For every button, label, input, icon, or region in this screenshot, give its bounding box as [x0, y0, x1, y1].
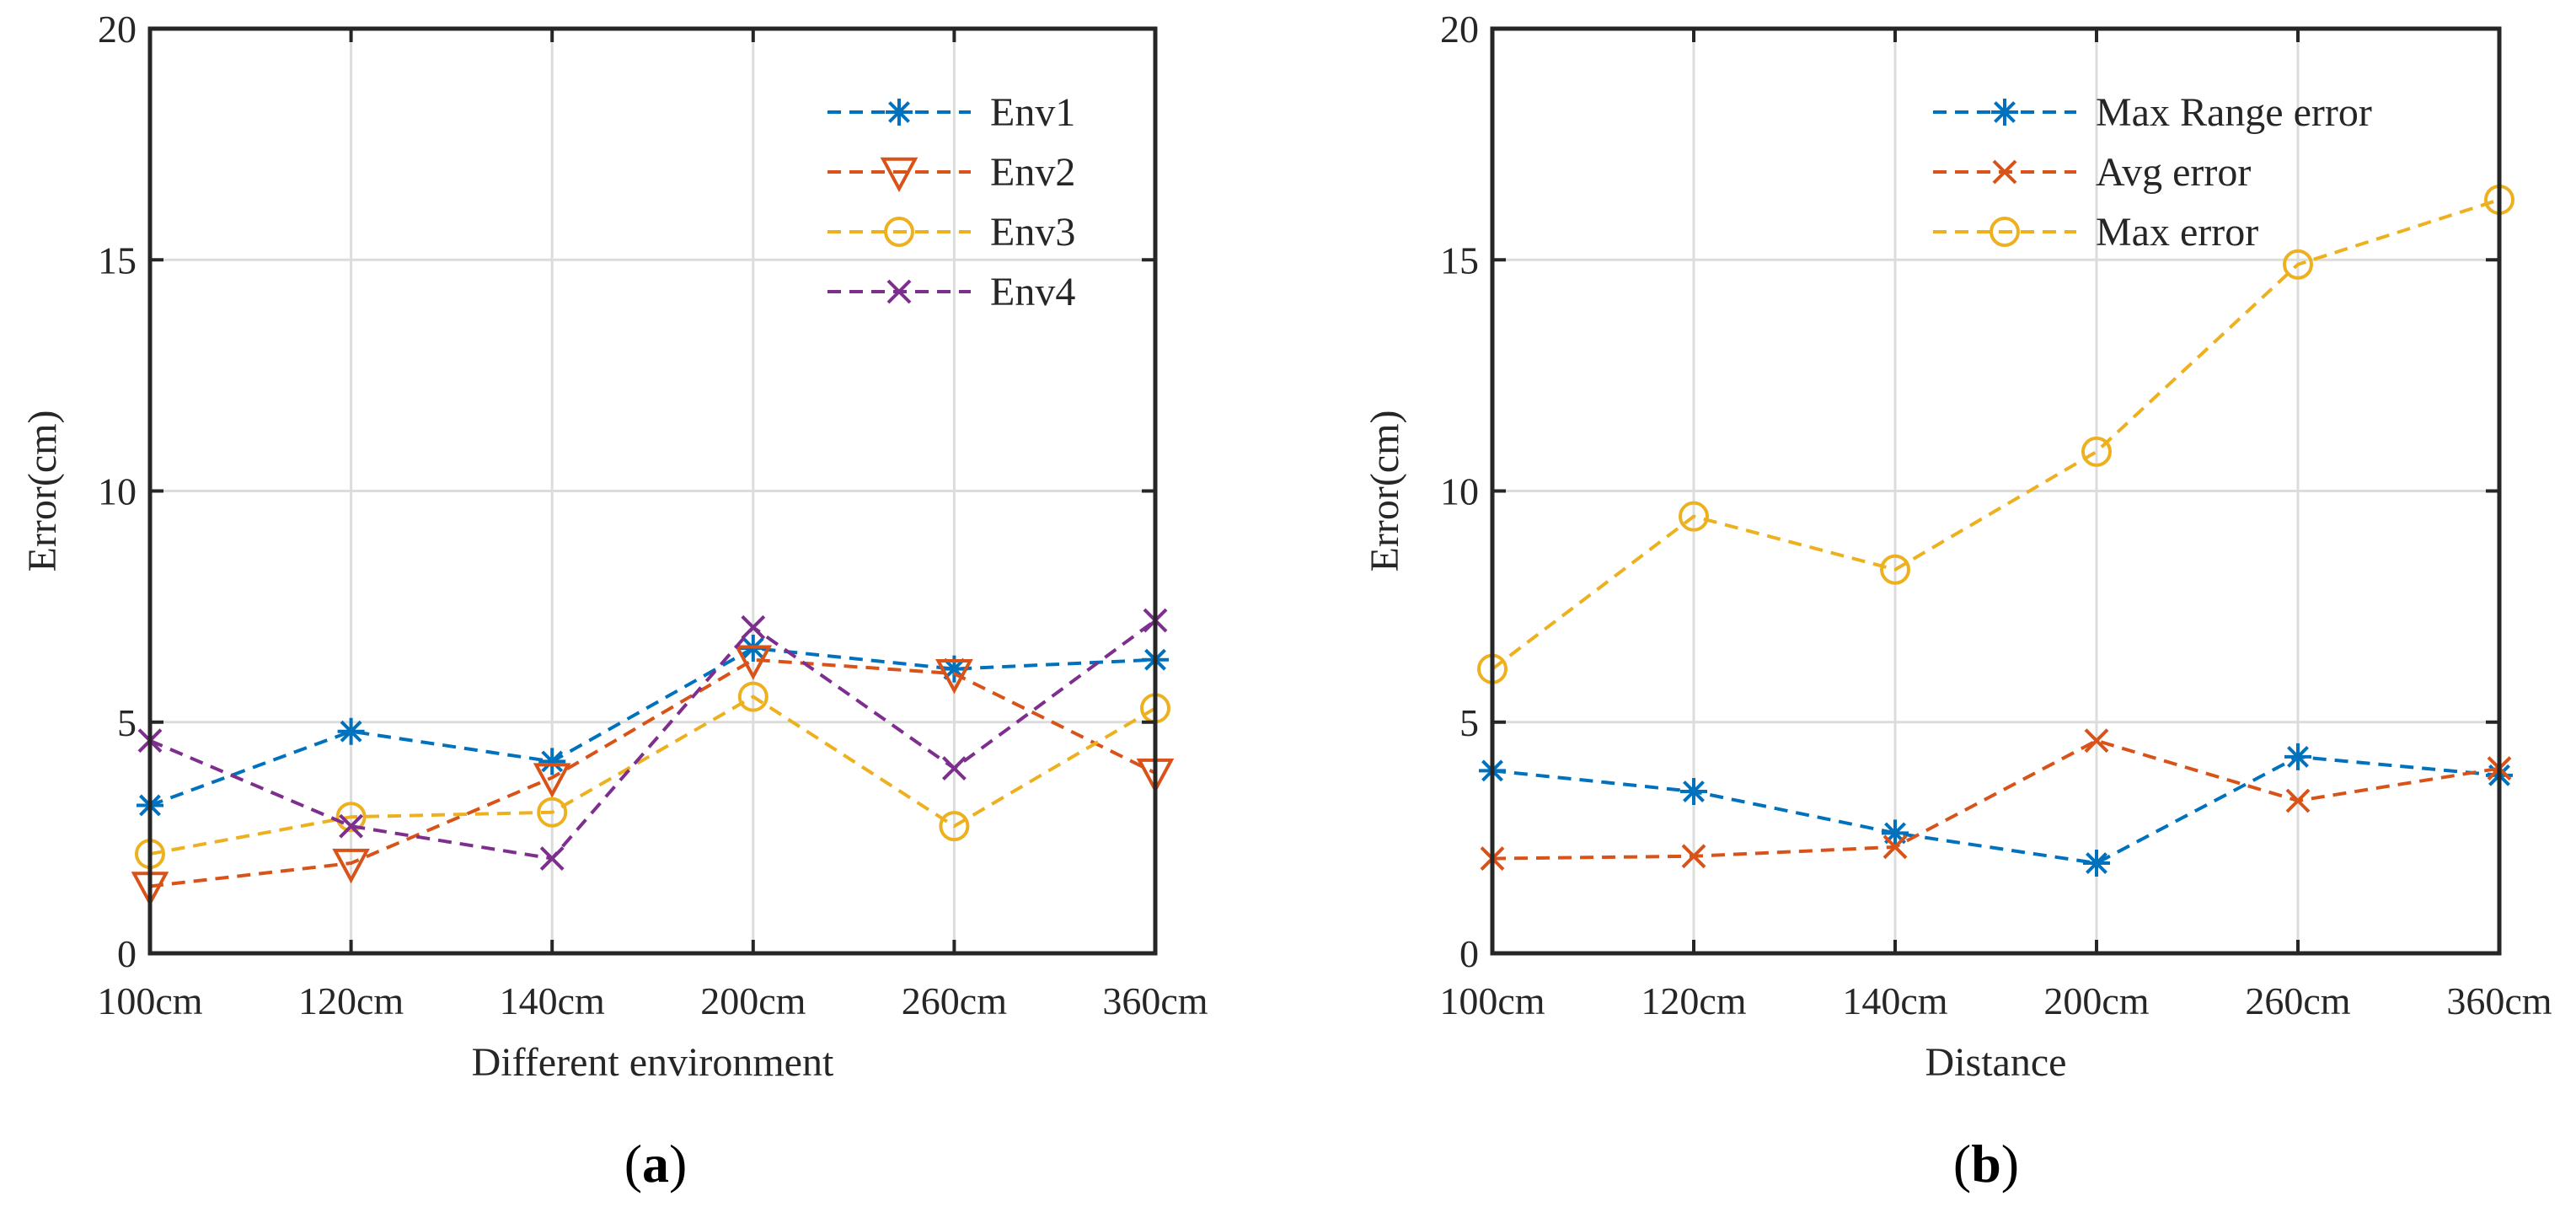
- x-tick-label: 260cm: [2245, 979, 2350, 1022]
- panel-a-chart: 100cm 120cm 140cm 200cm 260cm 360cm 0 5 10 15 20 Di…: [20, 8, 1208, 1085]
- series-line: [149, 657, 1156, 888]
- legend-text: Env2: [990, 150, 1075, 195]
- data-point: [1681, 844, 1706, 869]
- y-tick-label: 0: [1459, 932, 1479, 975]
- legend-marker: [880, 157, 918, 193]
- x-tick-label: 100cm: [97, 979, 202, 1022]
- series-line: [1491, 198, 2500, 671]
- y-axis-label: Error(cm): [1363, 410, 1407, 572]
- x-tick-label: 200cm: [700, 979, 806, 1022]
- data-point: [335, 802, 367, 833]
- data-point: [1880, 554, 1910, 585]
- legend-marker: [1991, 99, 2018, 126]
- legend-item: Avg error: [1933, 150, 2251, 195]
- legend-text: Max Range error: [2096, 90, 2372, 135]
- data-point: [935, 658, 973, 695]
- data-point: [539, 846, 565, 871]
- data-point: [1882, 834, 1908, 860]
- x-tick-label: 120cm: [1641, 979, 1746, 1022]
- x-axis-label: Different environment: [472, 1040, 834, 1085]
- series-line: [149, 619, 1157, 861]
- data-point: [941, 756, 967, 781]
- data-point: [337, 717, 365, 745]
- panel-b-label: (b): [1953, 1134, 2019, 1194]
- legend-text: Env4: [990, 270, 1075, 314]
- legend-marker: [1990, 217, 2020, 247]
- data-point: [734, 645, 773, 680]
- y-tick-label: 15: [98, 239, 137, 282]
- panel-a-label: (a): [624, 1134, 688, 1194]
- legend: Env1 Env2 Env3 Env4: [827, 90, 1075, 314]
- y-tick-label: 5: [117, 701, 137, 744]
- legend-text: Max error: [2096, 210, 2258, 255]
- data-point: [2285, 788, 2311, 813]
- legend-item: Max Range error: [1933, 90, 2372, 135]
- y-tick-label: 20: [1440, 8, 1479, 51]
- data-point: [741, 614, 766, 640]
- x-axis-label: Distance: [1925, 1040, 2067, 1085]
- x-tick-label: 360cm: [2446, 979, 2552, 1022]
- y-tick-label: 5: [1459, 701, 1479, 744]
- series-line: [149, 646, 1156, 807]
- legend-marker: [884, 217, 914, 247]
- legend-item: Env4: [827, 270, 1075, 314]
- data-point: [537, 797, 568, 828]
- data-point: [332, 848, 370, 884]
- x-tick-label: 100cm: [1439, 979, 1545, 1022]
- x-tick-label: 120cm: [298, 979, 404, 1022]
- x-tick-label: 260cm: [902, 979, 1007, 1022]
- y-axis-label: Error(cm): [20, 410, 65, 572]
- y-tick-label: 0: [117, 932, 137, 975]
- legend-marker: [1992, 159, 2017, 185]
- data-point: [1679, 501, 1709, 532]
- data-point: [2083, 850, 2110, 877]
- y-tick-label: 20: [98, 8, 137, 51]
- data-point: [533, 763, 571, 798]
- data-point: [538, 748, 566, 775]
- data-point: [339, 813, 364, 839]
- legend-item: Max error: [1933, 210, 2258, 255]
- legend-text: Env1: [990, 90, 1075, 135]
- x-tick-label: 200cm: [2043, 979, 2149, 1022]
- y-tick-label: 15: [1440, 239, 1479, 282]
- legend-marker: [886, 99, 913, 126]
- panel-b-chart: 100cm 120cm 140cm 200cm 260cm 360cm 0 5 10 15 20 Di…: [1363, 8, 2552, 1085]
- data-point: [939, 811, 970, 842]
- data-point: [1680, 778, 1707, 806]
- data-point: [2283, 249, 2313, 280]
- y-tick-label: 10: [98, 470, 137, 513]
- series-line: [1492, 754, 2500, 866]
- legend-item: Env1: [827, 90, 1075, 135]
- legend-item: Env2: [827, 150, 1075, 195]
- legend-marker: [886, 279, 912, 304]
- x-tick-label: 360cm: [1102, 979, 1208, 1022]
- y-tick-label: 10: [1440, 470, 1479, 513]
- legend-text: Avg error: [2096, 150, 2251, 195]
- x-tick-label: 140cm: [500, 979, 605, 1022]
- x-tick-label: 140cm: [1842, 979, 1947, 1022]
- data-point: [2084, 728, 2109, 754]
- legend: Max Range error Avg error Max error: [1933, 90, 2372, 255]
- series-line: [1492, 738, 2500, 861]
- data-point: [737, 681, 769, 712]
- data-point: [1882, 819, 1909, 847]
- legend-item: Env3: [827, 210, 1075, 255]
- data-point: [2284, 743, 2311, 770]
- legend-text: Env3: [990, 210, 1075, 255]
- data-point: [2081, 436, 2112, 467]
